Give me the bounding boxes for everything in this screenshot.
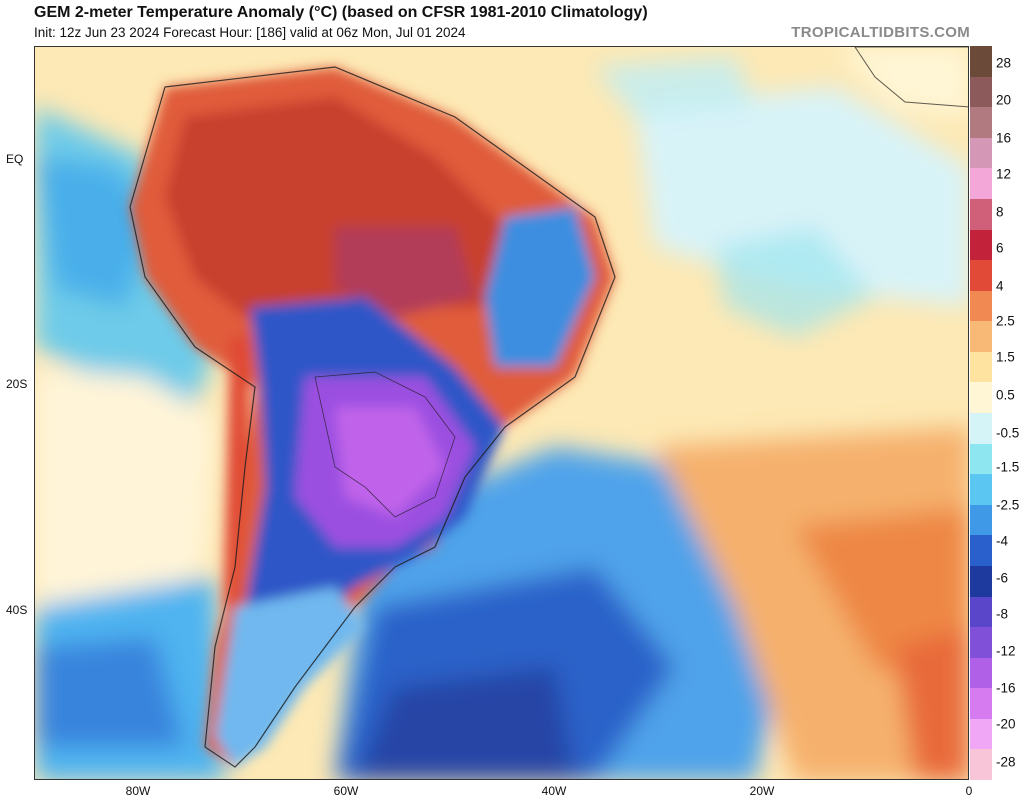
- colorbar-tick-label: -2.5: [996, 497, 1020, 513]
- colorbar-tick-label: -16: [996, 680, 1016, 696]
- colorbar-tick-label: 12: [996, 166, 1012, 182]
- colorbar-tick-label: -1.5: [996, 459, 1020, 475]
- colorbar-tick-label: -28: [996, 754, 1016, 770]
- lon-label-20w: 20W: [749, 784, 775, 798]
- colorbar-tick-label: 8: [996, 204, 1004, 220]
- color-scale-bar: [970, 46, 992, 781]
- colorbar-segment: [970, 290, 992, 322]
- colorbar-segment: [970, 474, 992, 506]
- lat-label-eq: EQ: [6, 152, 24, 166]
- colorbar-tick-label: -0.5: [996, 425, 1020, 441]
- lon-label-60w: 60W: [333, 784, 359, 798]
- brand-watermark: TROPICALTIDBITS.COM: [791, 24, 970, 41]
- lon-label-80w: 80W: [125, 784, 151, 798]
- map-title: GEM 2-meter Temperature Anomaly (°C) (ba…: [34, 4, 648, 21]
- colorbar-segment: [970, 351, 992, 383]
- colorbar-tick-label: -8: [996, 606, 1009, 622]
- colorbar-segment: [970, 657, 992, 689]
- colorbar-segment: [970, 137, 992, 169]
- colorbar-segment: [970, 321, 992, 353]
- colorbar-tick-label: 28: [996, 55, 1012, 71]
- colorbar-segment: [970, 168, 992, 200]
- lon-label-0: 0: [965, 784, 973, 798]
- forecast-info: Init: 12z Jun 23 2024 Forecast Hour: [18…: [34, 25, 466, 40]
- colorbar-tick-label: 16: [996, 130, 1012, 146]
- lon-label-40w: 40W: [541, 784, 567, 798]
- colorbar-tick-label: 20: [996, 92, 1012, 108]
- lat-label-40s: 40S: [6, 603, 28, 617]
- colorbar-segment: [970, 229, 992, 261]
- colorbar-segment: [970, 627, 992, 659]
- colorbar-segment: [970, 198, 992, 230]
- colorbar-segment: [970, 76, 992, 108]
- colorbar-segment: [970, 596, 992, 628]
- colorbar-tick-label: -4: [996, 533, 1009, 549]
- colorbar-tick-label: -12: [996, 643, 1016, 659]
- colorbar-segment: [970, 718, 992, 750]
- colorbar-segment: [970, 107, 992, 139]
- colorbar-segment: [970, 46, 992, 78]
- colorbar-tick-label: 2.5: [996, 313, 1015, 329]
- colorbar-segment: [970, 382, 992, 414]
- temperature-anomaly-map: [34, 46, 969, 780]
- lat-label-20s: 20S: [6, 377, 28, 391]
- colorbar-segment: [970, 565, 992, 597]
- colorbar-segment: [970, 535, 992, 567]
- colorbar-tick-label: 6: [996, 240, 1004, 256]
- colorbar-tick-label: -20: [996, 716, 1016, 732]
- colorbar-tick-label: 4: [996, 278, 1004, 294]
- colorbar-segment: [970, 443, 992, 475]
- colorbar-segment: [970, 260, 992, 292]
- colorbar-segment: [970, 413, 992, 445]
- colorbar-segment: [970, 749, 992, 781]
- colorbar-segment: [970, 688, 992, 720]
- colorbar-tick-label: 1.5: [996, 349, 1015, 365]
- colorbar-tick-label: -6: [996, 570, 1009, 586]
- colorbar-segment: [970, 504, 992, 536]
- colorbar-tick-label: 0.5: [996, 387, 1015, 403]
